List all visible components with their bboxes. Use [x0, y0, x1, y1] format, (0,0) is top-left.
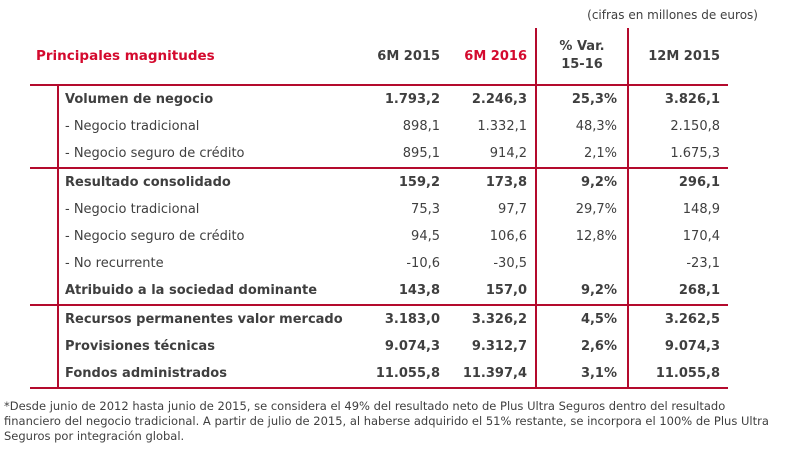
- cell-6m2015: 94,5: [411, 229, 440, 244]
- column-header-var: % Var. 15-16: [535, 28, 629, 86]
- cell-12m2015: 148,9: [682, 202, 720, 217]
- table-row-resultado-consolidado: Resultado consolidado 159,2 173,8 9,2% 2…: [30, 167, 728, 196]
- row-spacer: [30, 250, 58, 277]
- row-label: Provisiones técnicas: [57, 333, 360, 360]
- row-spacer: [30, 113, 58, 140]
- report-page: (cifras en millones de euros) Principale…: [0, 8, 788, 476]
- row-spacer: [30, 140, 58, 168]
- cell-6m2016: 3.326,2: [448, 304, 536, 333]
- cell-6m2016: 97,7: [498, 202, 527, 217]
- column-header-6m2016: 6M 2016: [448, 28, 536, 86]
- cell-12m2015: 11.055,8: [628, 360, 728, 389]
- cell-var: 3,1%: [535, 360, 629, 389]
- cell-12m2015: 3.262,5: [628, 304, 728, 333]
- cell-12m2015: 2.150,8: [670, 119, 720, 134]
- cell-var: 2,6%: [535, 333, 629, 360]
- row-spacer: [30, 223, 58, 250]
- row-spacer: [30, 85, 58, 113]
- principales-magnitudes-table: Principales magnitudes 6M 2015 6M 2016 %…: [30, 28, 728, 389]
- cell-6m2016: -30,5: [493, 256, 527, 271]
- table-row-fondos-administrados: Fondos administrados 11.055,8 11.397,4 3…: [30, 360, 728, 389]
- cell-6m2016: 106,6: [489, 229, 527, 244]
- cell-6m2015: 3.183,0: [360, 304, 448, 333]
- column-header-var-line2: 15-16: [561, 57, 603, 72]
- cell-var: 9,2%: [535, 167, 629, 196]
- row-label: - Negocio seguro de crédito: [57, 223, 360, 250]
- row-label: Resultado consolidado: [57, 167, 360, 196]
- cell-6m2016: 11.397,4: [448, 360, 536, 389]
- row-label: - Negocio tradicional: [57, 196, 360, 223]
- table-row-recursos-permanentes: Recursos permanentes valor mercado 3.183…: [30, 304, 728, 333]
- cell-var: 4,5%: [535, 304, 629, 333]
- row-label: - No recurrente: [57, 250, 360, 277]
- table-row-volumen-negocio: Volumen de negocio 1.793,2 2.246,3 25,3%…: [30, 85, 728, 113]
- cell-6m2015: 143,8: [398, 283, 440, 298]
- row-label: - Negocio seguro de crédito: [57, 140, 360, 168]
- row-spacer: [30, 360, 58, 389]
- cell-var: 9,2%: [535, 277, 629, 305]
- cell-6m2015: 895,1: [402, 146, 440, 161]
- row-label: Volumen de negocio: [57, 85, 360, 113]
- row-label: - Negocio tradicional: [57, 113, 360, 140]
- cell-6m2015: 898,1: [402, 119, 440, 134]
- cell-6m2016: 9.312,7: [471, 339, 527, 354]
- cell-var: 48,3%: [535, 113, 629, 140]
- cell-6m2015: 1.793,2: [384, 92, 440, 107]
- units-note: (cifras en millones de euros): [587, 8, 758, 22]
- row-spacer: [30, 333, 58, 360]
- cell-var: 12,8%: [535, 223, 629, 250]
- cell-6m2016: 157,0: [485, 283, 527, 298]
- footnote: *Desde junio de 2012 hasta junio de 2015…: [4, 399, 769, 443]
- cell-12m2015: 296,1: [628, 167, 728, 196]
- cell-12m2015: -23,1: [686, 256, 720, 271]
- cell-6m2016: 2.246,3: [471, 92, 527, 107]
- column-header-var-line1: % Var.: [559, 39, 605, 55]
- cell-6m2015: -10,6: [406, 256, 440, 271]
- cell-6m2016: 914,2: [489, 146, 527, 161]
- cell-12m2015: 268,1: [678, 283, 720, 298]
- column-header-6m2015: 6M 2015: [360, 28, 448, 86]
- cell-6m2015: 75,3: [411, 202, 440, 217]
- row-spacer: [30, 196, 58, 223]
- cell-12m2015: 1.675,3: [670, 146, 720, 161]
- table-row-atribuido-sociedad-dominante: Atribuido a la sociedad dominante 143,8 …: [30, 277, 728, 305]
- table-title: Principales magnitudes: [30, 28, 360, 86]
- row-label: Fondos administrados: [57, 360, 360, 389]
- header-row: Principales magnitudes 6M 2015 6M 2016 %…: [30, 28, 728, 86]
- cell-var: [535, 250, 629, 277]
- cell-12m2015: 170,4: [682, 229, 720, 244]
- table-row-provisiones-tecnicas: Provisiones técnicas 9.074,3 9.312,7 2,6…: [30, 333, 728, 360]
- cell-6m2016: 173,8: [448, 167, 536, 196]
- table-row-negocio-tradicional-resultado: - Negocio tradicional 75,3 97,7 29,7% 14…: [30, 196, 728, 223]
- table-row-negocio-tradicional: - Negocio tradicional 898,1 1.332,1 48,3…: [30, 113, 728, 140]
- cell-6m2015: 159,2: [360, 167, 448, 196]
- row-spacer: [30, 304, 58, 333]
- table-row-no-recurrente: - No recurrente -10,6 -30,5 -23,1: [30, 250, 728, 277]
- cell-6m2015: 9.074,3: [384, 339, 440, 354]
- cell-var: 29,7%: [535, 196, 629, 223]
- cell-var: 2,1%: [535, 140, 629, 168]
- row-spacer: [30, 277, 58, 305]
- table-row-negocio-seguro-credito-resultado: - Negocio seguro de crédito 94,5 106,6 1…: [30, 223, 728, 250]
- table-row-negocio-seguro-credito: - Negocio seguro de crédito 895,1 914,2 …: [30, 140, 728, 168]
- row-label: Recursos permanentes valor mercado: [57, 304, 360, 333]
- row-spacer: [30, 167, 58, 196]
- cell-12m2015: 9.074,3: [664, 339, 720, 354]
- cell-6m2015: 11.055,8: [360, 360, 448, 389]
- row-label: Atribuido a la sociedad dominante: [57, 277, 360, 305]
- column-header-12m2015: 12M 2015: [628, 28, 728, 86]
- cell-var: 25,3%: [535, 85, 629, 113]
- cell-12m2015: 3.826,1: [664, 92, 720, 107]
- cell-6m2016: 1.332,1: [477, 119, 527, 134]
